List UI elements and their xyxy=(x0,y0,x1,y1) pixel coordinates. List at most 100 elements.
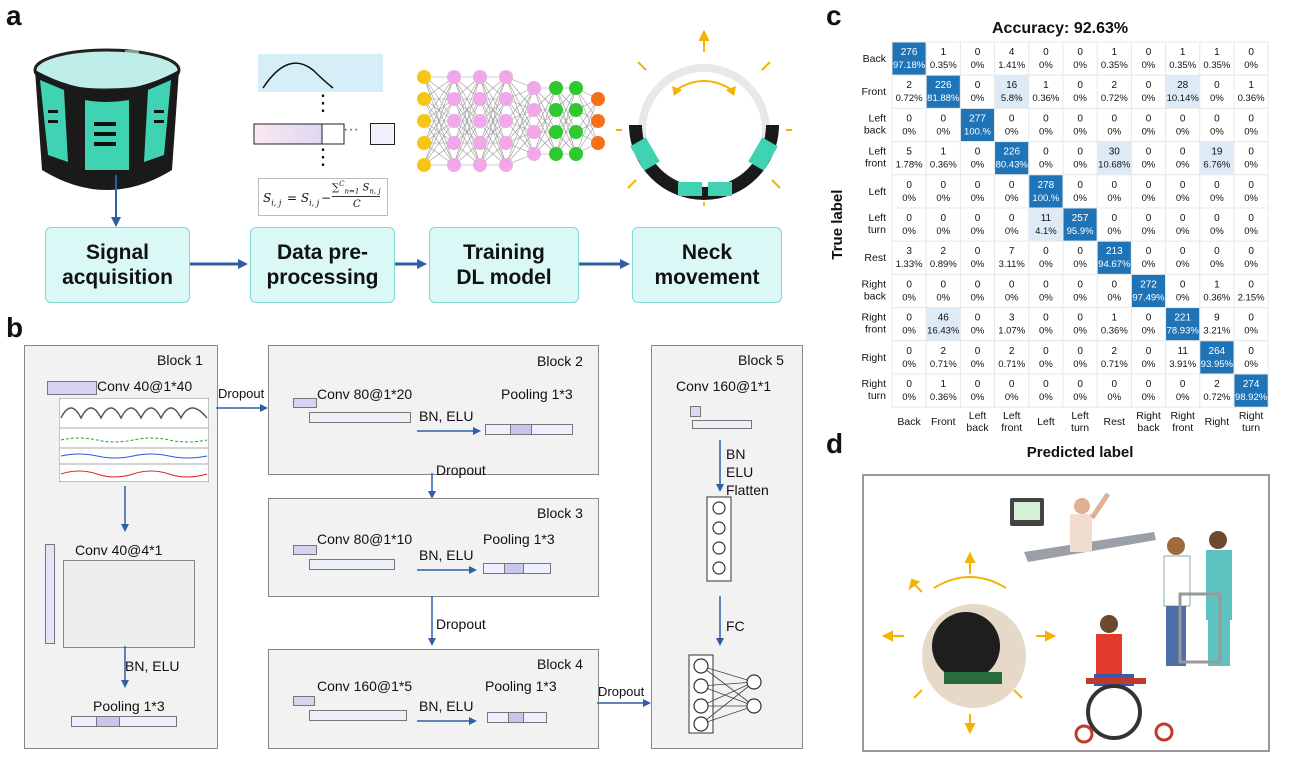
cm-cell xyxy=(994,373,1030,408)
cm-cell-percent: 0% xyxy=(1176,292,1190,303)
nn-node xyxy=(473,136,487,150)
cm-xlabel: Predicted label xyxy=(1027,444,1134,458)
block-3-kernel xyxy=(293,545,317,555)
cm-cell-percent: 0.72% xyxy=(1203,392,1230,403)
block-5-conv-bar xyxy=(692,420,752,429)
block-5-kernel xyxy=(690,406,701,417)
nn-node xyxy=(527,81,541,95)
cm-cell-percent: 0.36% xyxy=(930,392,957,403)
cm-cell-count: 0 xyxy=(1077,279,1083,290)
cm-cell xyxy=(1130,207,1167,242)
cm-cell-count: 0 xyxy=(1009,279,1015,290)
cm-cell-percent: 0% xyxy=(1039,160,1053,171)
cm-col-label: front xyxy=(1172,422,1193,434)
cm-cell-percent: 81.88% xyxy=(927,93,960,104)
cm-cell-count: 1 xyxy=(1214,47,1220,58)
cm-cell-count: 226 xyxy=(1003,147,1020,158)
cm-cell-percent: 0% xyxy=(1039,326,1053,337)
nn-node xyxy=(499,158,513,172)
nn-node xyxy=(499,70,513,84)
cm-cell-count: 19 xyxy=(1211,147,1223,158)
block-5-arrow-1 xyxy=(716,440,724,492)
cm-cell-percent: 16.43% xyxy=(927,326,960,337)
cm-cell-percent: 0% xyxy=(1039,292,1053,303)
nn-node xyxy=(569,81,583,95)
cm-cell-count: 0 xyxy=(1077,113,1083,124)
cm-cell-count: 0 xyxy=(1248,246,1254,257)
block-2-title: Block 2 xyxy=(537,353,583,369)
cm-row-label: Rest xyxy=(864,252,886,264)
cm-cell xyxy=(959,41,996,76)
cm-cell-count: 0 xyxy=(1146,313,1152,324)
cm-cell-percent: 10.14% xyxy=(1167,93,1200,104)
cm-cell xyxy=(925,107,961,143)
cm-cell-percent: 80.43% xyxy=(996,160,1029,171)
cm-cell-count: 0 xyxy=(1146,246,1152,257)
cm-cell-percent: 0% xyxy=(971,226,985,237)
cm-cell xyxy=(1233,141,1269,176)
cm-row-label: Right xyxy=(861,378,886,390)
cm-cell-percent: 95.9% xyxy=(1067,226,1094,237)
cm-cell xyxy=(994,240,1030,275)
cm-cell-percent: 97.49% xyxy=(1132,292,1165,303)
cm-cell-count: 9 xyxy=(1214,313,1220,324)
horizontal-dots: ··· xyxy=(343,121,359,138)
cm-cell-count: 2 xyxy=(1214,379,1220,390)
cm-cell xyxy=(1096,273,1132,309)
cm-cell-percent: 0% xyxy=(1244,126,1258,137)
cm-cell-count: 0 xyxy=(1146,113,1152,124)
cm-cell-count: 0 xyxy=(941,113,947,124)
nn-node xyxy=(447,92,461,106)
panel-label-c: c xyxy=(826,0,842,31)
cm-cell-percent: 0% xyxy=(1005,226,1019,237)
cm-cell-percent: 0.89% xyxy=(930,259,957,270)
cm-cell-percent: 0% xyxy=(1142,93,1156,104)
dropout-label-2: Dropout xyxy=(436,462,486,478)
cm-cell-count: 1 xyxy=(1043,80,1049,91)
cm-col-label: Front xyxy=(931,416,956,428)
cm-cell-percent: 0% xyxy=(1142,60,1156,71)
cm-cell-percent: 0% xyxy=(1210,126,1224,137)
cm-col-label: back xyxy=(1137,422,1160,434)
cm-cell-percent: 0% xyxy=(902,126,916,137)
cm-cell-percent: 0.71% xyxy=(930,359,957,370)
cm-cell-count: 272 xyxy=(1140,279,1157,290)
cm-cell-percent: 0% xyxy=(1244,326,1258,337)
cm-cell-percent: 3.11% xyxy=(999,259,1026,270)
cm-cell xyxy=(1062,240,1098,275)
cm-cell xyxy=(1028,273,1064,309)
dropout-arrow-4 xyxy=(597,699,651,707)
cm-cell-percent: 0% xyxy=(1005,292,1019,303)
cm-cell-count: 2 xyxy=(906,80,912,91)
cm-cell xyxy=(1199,174,1235,209)
cm-cell-percent: 0% xyxy=(1073,60,1087,71)
cm-cell-count: 0 xyxy=(1043,147,1049,158)
block-4-pool-label: Pooling 1*3 xyxy=(485,678,557,694)
cm-cell-percent: 0% xyxy=(971,93,985,104)
cm-cell-count: 0 xyxy=(906,213,912,224)
cm-cell-count: 0 xyxy=(975,346,981,357)
block-4-conv-bar xyxy=(309,710,407,721)
nn-node xyxy=(591,92,605,106)
nn-node xyxy=(473,92,487,106)
cm-cell-count: 16 xyxy=(1006,80,1018,91)
nn-node xyxy=(499,136,513,150)
panel-label-a: a xyxy=(6,0,22,31)
cm-cell-count: 274 xyxy=(1243,379,1260,390)
cm-cell-percent: 78.93% xyxy=(1167,326,1200,337)
cm-cell-count: 0 xyxy=(1248,346,1254,357)
cm-cell-count: 0 xyxy=(1248,279,1254,290)
cm-cell-count: 278 xyxy=(1038,180,1055,191)
cm-cell xyxy=(1199,240,1235,275)
cm-cell-count: 0 xyxy=(975,379,981,390)
nn-node xyxy=(569,103,583,117)
cm-cell-count: 0 xyxy=(1009,180,1015,191)
cm-cell xyxy=(1130,74,1167,109)
cm-ylabel: True label xyxy=(829,190,846,260)
cm-cell-percent: 3.21% xyxy=(1203,326,1230,337)
cm-cell-percent: 0% xyxy=(971,359,985,370)
fc-network xyxy=(688,654,762,734)
wearable-band-illustration xyxy=(33,48,181,190)
cm-cell xyxy=(1233,340,1269,375)
arrow-down xyxy=(111,175,121,227)
